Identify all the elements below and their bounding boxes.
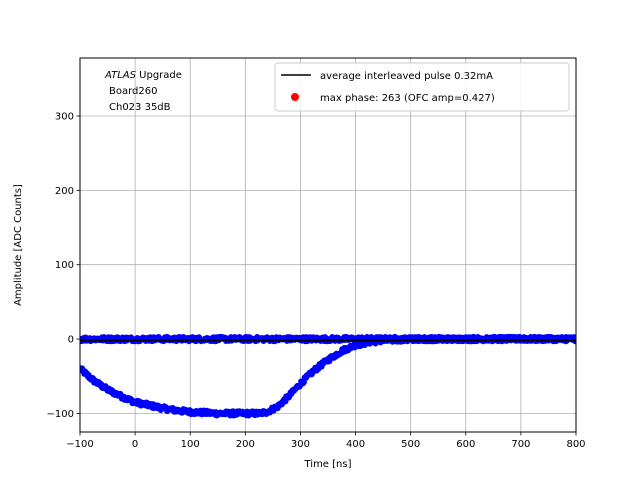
x-tick-label: 100	[181, 439, 200, 450]
legend-dot-swatch	[291, 93, 299, 101]
x-tick-label: 400	[346, 439, 365, 450]
ticks: −100 0 100 200 300 400 500 600 700 800 −100 0 100 200…	[47, 111, 586, 450]
annotation: ATLAS Upgrade Board260 Ch023 35dB	[104, 70, 182, 113]
legend-entry-1: max phase: 263 (OFC amp=0.427)	[320, 93, 495, 104]
x-tick-label: 800	[566, 439, 585, 450]
x-axis-label: Time [ns]	[303, 459, 351, 470]
x-tick-label: 0	[132, 439, 138, 450]
y-tick-label: 300	[55, 111, 74, 122]
annotation-line-1: ATLAS Upgrade	[104, 70, 182, 81]
y-tick-label: 100	[55, 260, 74, 271]
y-tick-label: 200	[55, 186, 74, 197]
x-tick-label: 700	[511, 439, 530, 450]
x-tick-label: 300	[291, 439, 310, 450]
y-tick-label: 0	[68, 335, 74, 346]
legend: average interleaved pulse 0.32mA max pha…	[274, 62, 570, 112]
x-tick-label: 200	[236, 439, 255, 450]
series-layer	[80, 333, 576, 419]
y-tick-label: −100	[47, 409, 74, 420]
annotation-upgrade: Upgrade	[136, 70, 182, 81]
legend-entry-0: average interleaved pulse 0.32mA	[320, 71, 493, 82]
x-tick-label: 500	[401, 439, 420, 450]
plot-frame	[79, 57, 577, 433]
x-tick-label: 600	[456, 439, 475, 450]
annotation-line-2: Board260	[109, 86, 157, 97]
legend-box	[274, 62, 570, 112]
annotation-line-3: Ch023 35dB	[109, 102, 171, 113]
y-axis-label: Amplitude [ADC Counts]	[13, 184, 24, 306]
x-tick-label: −100	[66, 439, 93, 450]
annotation-atlas: ATLAS	[104, 70, 137, 81]
